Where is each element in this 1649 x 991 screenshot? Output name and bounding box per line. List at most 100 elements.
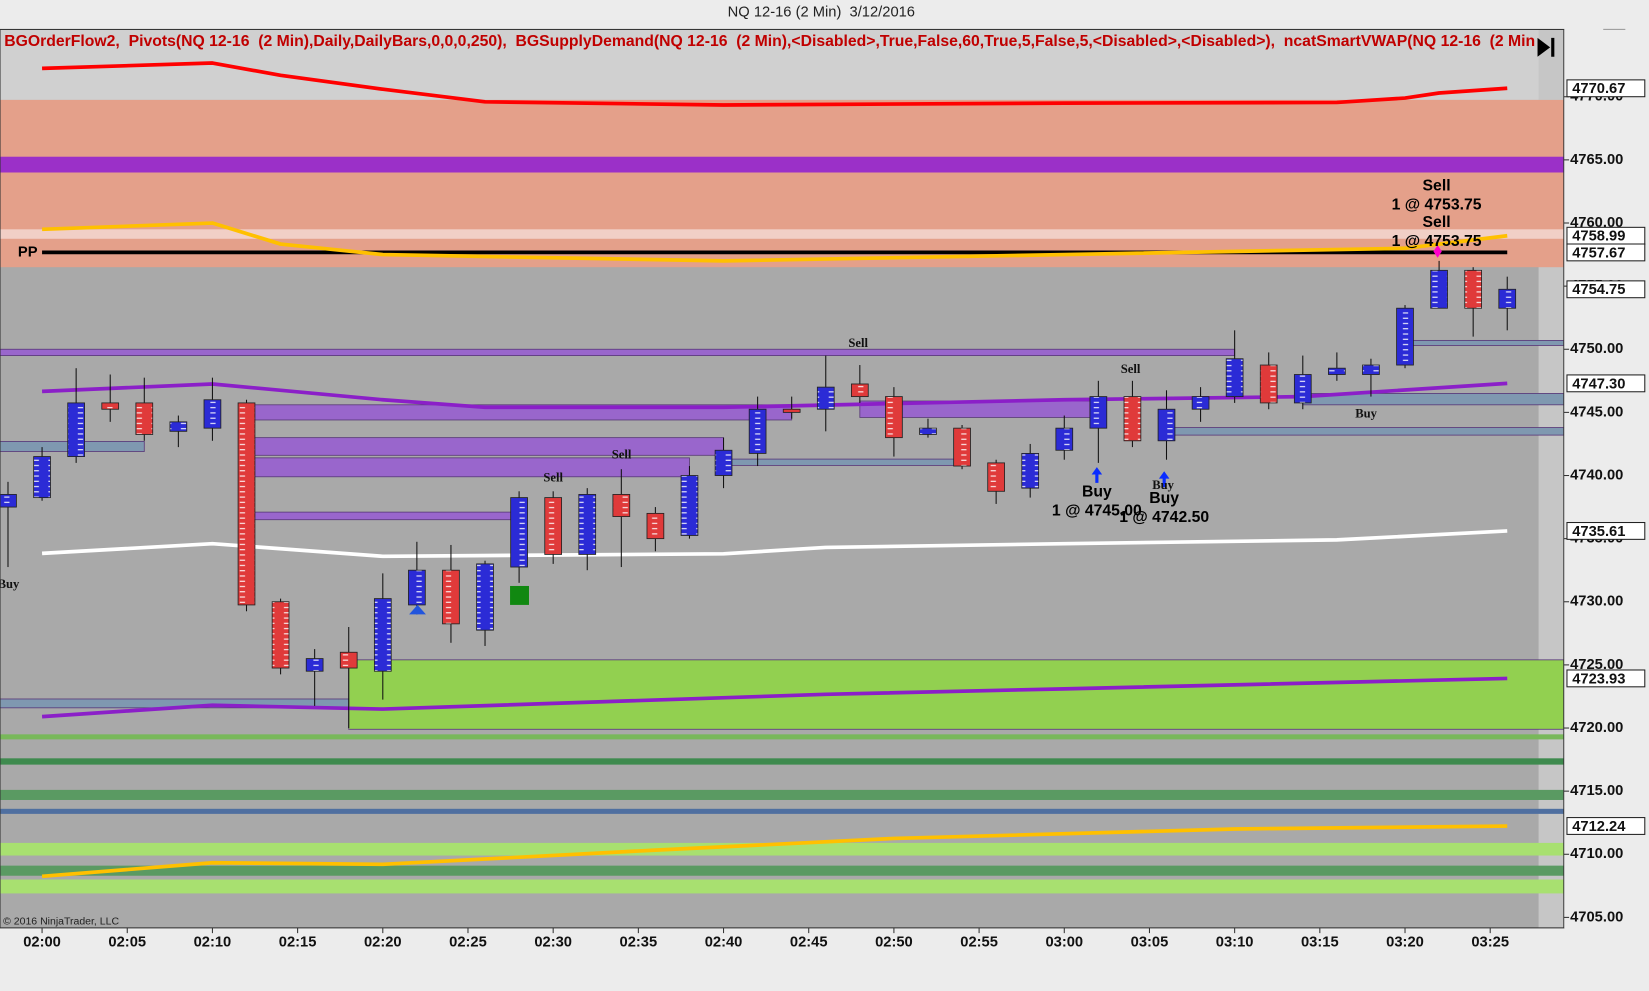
pivot-label: PP <box>18 244 38 260</box>
play-button[interactable] <box>1537 37 1555 57</box>
x-tick-label: 02:45 <box>790 934 828 950</box>
price-marker <box>1566 669 1646 688</box>
indicator-line <box>42 61 1508 107</box>
trade-side: Sell <box>1423 214 1451 231</box>
zone <box>723 458 963 466</box>
trade-detail: 1 @ 4753.75 <box>1392 233 1482 250</box>
y-tick-label: 4765.00 <box>1570 152 1623 168</box>
axis-background <box>1564 29 1649 928</box>
y-tick-label: 4740.00 <box>1570 467 1623 483</box>
signal-label: Sell <box>848 336 868 350</box>
candle-body <box>1089 396 1108 429</box>
trade-detail: 1 @ 4753.75 <box>1392 196 1482 213</box>
zone <box>0 865 1564 876</box>
price-marker-label: 4770.67 <box>1572 81 1625 97</box>
x-tick-label: 03:00 <box>1045 934 1083 950</box>
price-marker-label: 4712.24 <box>1572 819 1626 835</box>
x-tick-label: 03:25 <box>1471 934 1509 950</box>
candle-body <box>1362 364 1380 375</box>
candle-body <box>680 475 699 536</box>
zone <box>0 99 1564 268</box>
candle-body <box>1123 396 1142 442</box>
candle-body <box>1430 269 1448 309</box>
zone <box>0 734 1564 740</box>
signal-label: Sell <box>543 471 563 485</box>
signal-label: Buy <box>0 577 20 591</box>
x-tick-label: 02:35 <box>620 934 658 950</box>
plot-frame <box>0 28 1565 929</box>
price-marker-label: 4754.75 <box>1572 282 1625 298</box>
x-tick-label: 02:25 <box>449 934 487 950</box>
indicator-line <box>41 824 1508 879</box>
price-marker <box>1566 243 1646 262</box>
y-tick-label: 4725.00 <box>1570 657 1623 673</box>
triangle-marker <box>409 604 426 615</box>
indicator-line <box>41 676 1508 719</box>
x-tick-label: 02:10 <box>194 934 232 950</box>
signal-label: Sell <box>1121 362 1141 376</box>
price-marker <box>1566 79 1646 98</box>
x-tick-label: 03:10 <box>1216 934 1254 950</box>
y-tick-label: 4715.00 <box>1570 783 1623 799</box>
indicator-list: BGOrderFlow2, Pivots(NQ 12-16 (2 Min),Da… <box>4 33 1535 50</box>
y-tick-label: 4705.00 <box>1570 909 1623 925</box>
zone <box>246 511 520 521</box>
candle-body <box>305 658 324 672</box>
y-tick-label: 4745.00 <box>1570 404 1623 420</box>
x-tick-label: 03:15 <box>1301 934 1339 950</box>
trade-side: Buy <box>1149 490 1179 507</box>
plot-background-top <box>0 29 1564 100</box>
square-marker <box>510 585 529 605</box>
candle-body <box>33 456 51 499</box>
x-tick-label: 02:20 <box>364 934 402 950</box>
zone <box>0 808 1564 814</box>
x-tick-label: 02:55 <box>960 934 998 950</box>
candle-body <box>1191 396 1210 410</box>
candle-body <box>885 396 903 439</box>
trade-detail: 1 @ 4745.00 <box>1052 502 1142 519</box>
zone <box>0 156 1564 173</box>
candles <box>0 260 1517 729</box>
candle-body <box>442 569 460 625</box>
chart-title: NQ 12-16 (2 Min) 3/12/2016 <box>728 5 915 21</box>
trade-detail: 1 @ 4742.50 <box>1119 509 1209 526</box>
price-marker <box>1566 521 1646 540</box>
candle-body <box>476 563 494 631</box>
price-marker-label: 4758.99 <box>1572 229 1625 245</box>
candle-body <box>408 569 426 606</box>
x-tick-label: 03:20 <box>1386 934 1424 950</box>
price-marker-label: 4735.61 <box>1572 524 1625 540</box>
candle-body <box>169 421 188 432</box>
trade-side: Sell <box>1423 177 1451 194</box>
price-marker <box>1566 280 1646 299</box>
candle-body <box>646 512 665 540</box>
candle-body <box>271 601 290 669</box>
signal-markers <box>409 245 1442 615</box>
copyright: © 2016 NinjaTrader, LLC <box>3 915 119 927</box>
zone <box>0 842 1564 856</box>
zone <box>1166 427 1564 436</box>
candle-body <box>1396 307 1414 366</box>
price-marker-label: 4757.67 <box>1572 245 1625 261</box>
price-marker <box>1566 374 1646 393</box>
zone <box>1404 339 1564 346</box>
candle-body <box>510 497 528 568</box>
plot-area: BGOrderFlow2, Pivots(NQ 12-16 (2 Min),Da… <box>0 29 1564 928</box>
candle-body <box>748 408 767 454</box>
candle-body <box>373 598 392 672</box>
y-tick-label: 4750.00 <box>1570 341 1623 357</box>
y-tick-label: 4720.00 <box>1570 720 1623 736</box>
candle-body <box>101 402 120 410</box>
candle-body <box>203 399 222 429</box>
candle-body <box>1498 288 1517 309</box>
candle-body <box>1328 367 1346 375</box>
price-marker-label: 4747.30 <box>1572 376 1625 392</box>
price-marker-label: 4723.93 <box>1572 671 1625 687</box>
zone <box>0 789 1564 800</box>
candle-body <box>612 494 631 517</box>
signal-label: Buy <box>1355 406 1377 420</box>
candle-body <box>1021 452 1040 489</box>
candle-body <box>1055 427 1074 451</box>
candle-body <box>67 402 85 457</box>
